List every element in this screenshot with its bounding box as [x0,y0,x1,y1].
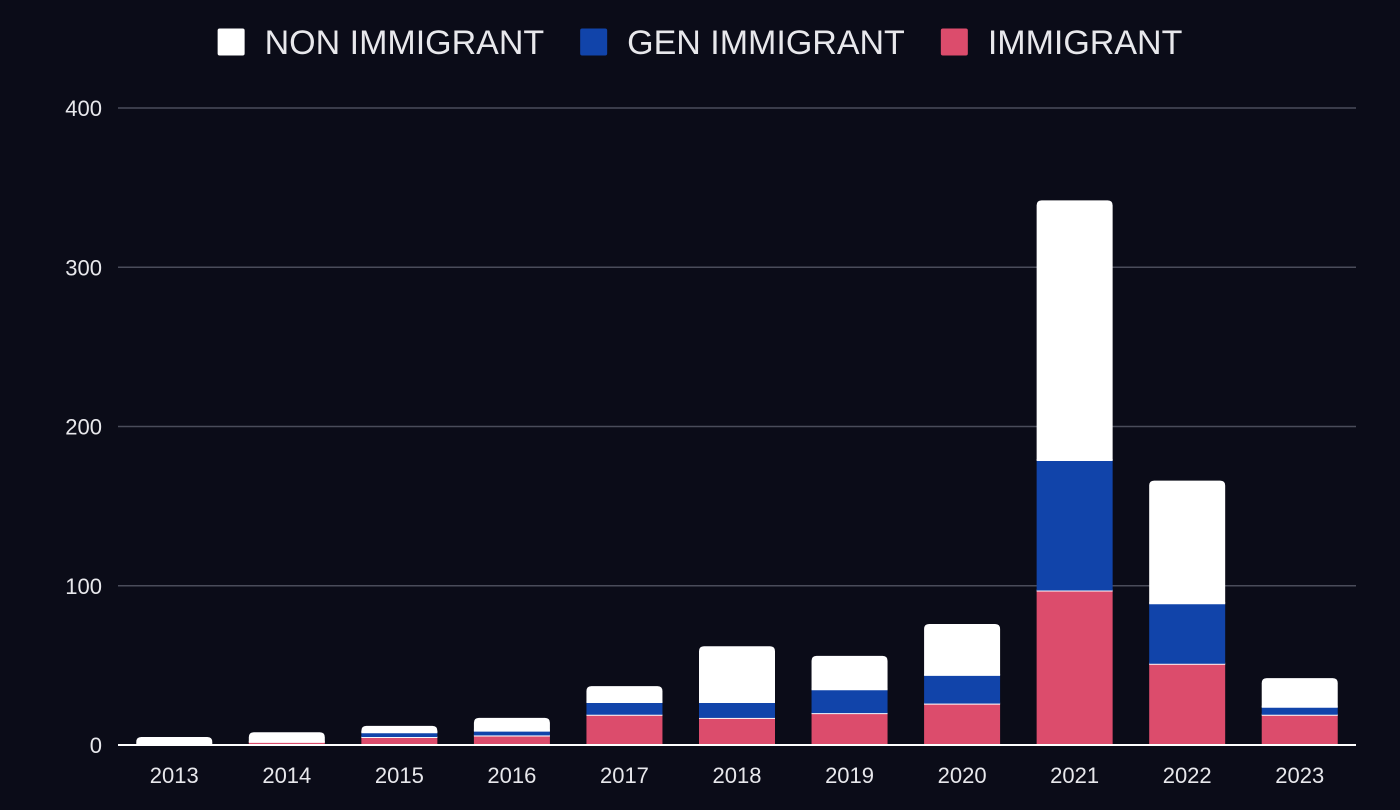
bar-2016-immigrant [473,735,550,745]
bar-2015-non-immigrant [361,725,438,733]
bar-2017-non-immigrant [586,686,663,703]
x-tick-label-2017: 2017 [600,763,649,788]
bar-2013-non-immigrant [136,737,213,745]
bar-stack-2021 [1036,200,1113,745]
bar-stack-2014 [248,732,325,745]
bar-2021-gen-immigrant [1036,459,1113,591]
y-tick-label-200: 200 [65,415,102,440]
legend-item-gen-immigrant[interactable]: GEN IMMIGRANT [580,24,905,62]
legend-swatch-non-immigrant [217,28,245,56]
y-tick-label-300: 300 [65,255,102,280]
x-tick-label-2022: 2022 [1163,763,1212,788]
y-tick-label-0: 0 [90,733,102,758]
bar-2014-non-immigrant [248,732,325,742]
y-axis-ticks: 0 100 200 300 400 [65,96,102,758]
bar-stack-2016 [473,717,550,745]
bar-2022-immigrant [1149,663,1226,745]
bar-2023-immigrant [1261,714,1338,745]
y-tick-label-400: 400 [65,96,102,121]
bar-stack-2015 [361,725,438,745]
legend-item-immigrant[interactable]: IMMIGRANT [940,24,1183,62]
bar-2023-gen-immigrant [1261,706,1338,715]
x-tick-label-2016: 2016 [487,763,536,788]
bar-stack-2013 [136,737,213,745]
x-tick-label-2015: 2015 [375,763,424,788]
legend-item-non-immigrant[interactable]: NON IMMIGRANT [217,24,545,62]
bar-stack-2019 [811,655,888,745]
bar-2019-immigrant [811,713,888,745]
legend: NON IMMIGRANT GEN IMMIGRANT IMMIGRANT [217,24,1183,62]
legend-swatch-gen-immigrant [580,28,608,56]
bar-2021-immigrant [1036,590,1113,745]
bar-2020-non-immigrant [924,623,1001,675]
bar-stack-2022 [1149,480,1226,745]
bar-2021-non-immigrant [1036,200,1113,460]
bar-2020-immigrant [924,703,1001,745]
bar-stack-2017 [586,686,663,745]
bar-2022-gen-immigrant [1149,603,1226,664]
bar-2018-non-immigrant [699,646,775,703]
x-tick-label-2023: 2023 [1275,763,1324,788]
bar-2018-gen-immigrant [699,702,775,718]
bar-2018-immigrant [699,717,775,745]
bar-stack-2020 [924,623,1001,745]
legend-label-gen-immigrant: GEN IMMIGRANT [627,24,905,62]
bar-stack-2018 [699,646,775,745]
bar-2016-gen-immigrant [473,730,550,736]
bar-2019-gen-immigrant [811,689,888,714]
bar-2022-non-immigrant [1149,480,1226,604]
legend-label-immigrant: IMMIGRANT [988,24,1183,62]
x-tick-label-2013: 2013 [150,763,199,788]
bar-2017-immigrant [586,714,663,745]
bar-2019-non-immigrant [811,655,888,690]
legend-swatch-immigrant [940,28,968,56]
x-axis-ticks: 2013 2014 2015 2016 2017 2018 2019 2020 2021 2022… [150,763,1324,788]
bar-2020-gen-immigrant [924,674,1001,704]
x-tick-label-2019: 2019 [825,763,874,788]
x-tick-label-2021: 2021 [1050,763,1099,788]
bar-2017-gen-immigrant [586,702,663,715]
x-tick-label-2014: 2014 [262,763,311,788]
bars [136,200,1338,745]
legend-label-non-immigrant: NON IMMIGRANT [265,24,545,62]
bar-2015-gen-immigrant [361,732,438,738]
x-tick-label-2018: 2018 [713,763,762,788]
bar-2014-immigrant [248,741,325,745]
x-tick-label-2020: 2020 [938,763,987,788]
bar-2016-non-immigrant [473,717,550,731]
y-tick-label-100: 100 [65,574,102,599]
bar-2015-immigrant [361,737,438,745]
bar-2023-non-immigrant [1261,678,1338,707]
bar-stack-2023 [1261,678,1338,745]
